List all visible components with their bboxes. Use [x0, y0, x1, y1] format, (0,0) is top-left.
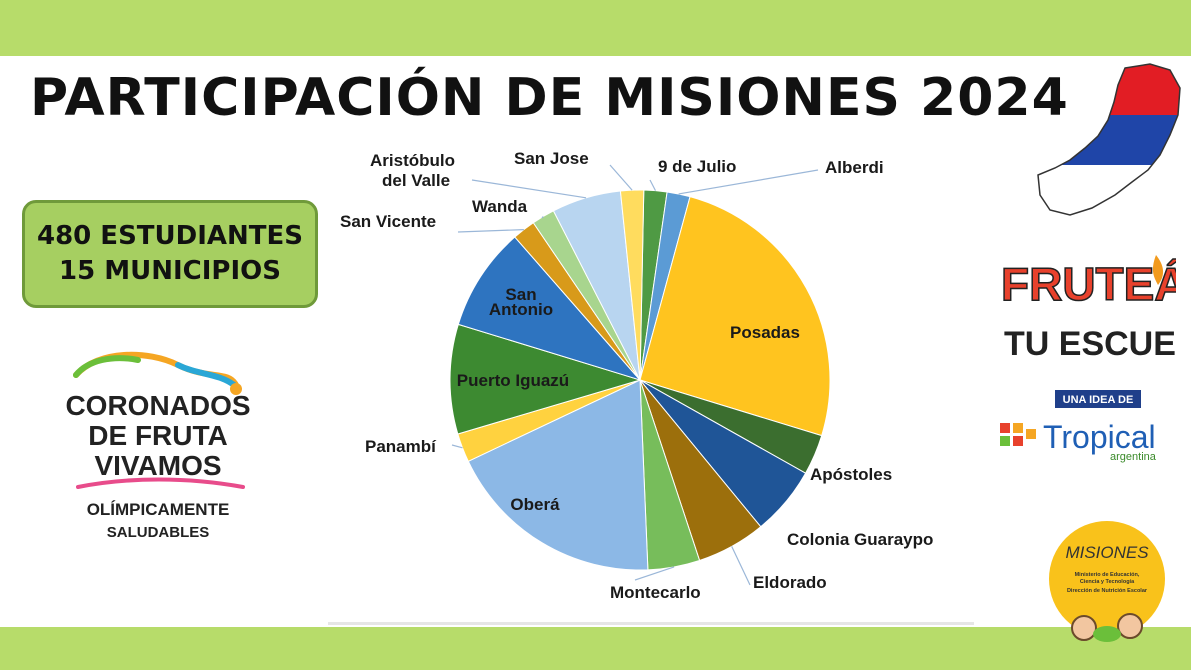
pie-slice	[449, 323, 642, 435]
slice-label: Eldorado	[753, 573, 827, 592]
pie-slice	[467, 379, 649, 571]
slice-label: Oberá	[510, 495, 560, 514]
page-title: PARTICIPACIÓN DE MISIONES 2024	[30, 68, 1069, 128]
child-face-icon	[1071, 615, 1097, 641]
leader-line	[541, 216, 544, 219]
leader-line	[609, 164, 633, 191]
slice-label: San Antonio	[489, 285, 553, 319]
slice-label: Colonia Guaraypo	[787, 530, 933, 549]
coronados-line-3: VIVAMOS	[94, 450, 221, 481]
slice-label: San Vicente	[340, 212, 436, 231]
slice-label: Alberdi	[825, 158, 884, 177]
frutea-title: FRUTEÁ	[1001, 258, 1176, 310]
child-face-icon	[1117, 613, 1143, 639]
coronados-line-1: CORONADOS	[65, 390, 250, 421]
chart-baseline	[328, 622, 974, 625]
slice-label: Montecarlo	[610, 583, 701, 602]
slice-label: Panambí	[365, 437, 437, 456]
slice-label: Puerto Iguazú	[457, 371, 569, 390]
coronados-line-4: OLÍMPICAMENTE	[87, 500, 230, 519]
misiones-line-2: Ciencia y Tecnología	[1080, 579, 1135, 585]
tropical-name: Tropical	[1043, 419, 1156, 455]
pie-slice	[619, 189, 645, 381]
coronados-logo: CORONADOS DE FRUTA VIVAMOS OLÍMPICAMENTE…	[65, 351, 251, 541]
frutea-logo: FRUTEÁ TU ESCUELA	[1000, 255, 1176, 363]
municipalities-count: 15 MUNICIPIOS	[59, 256, 281, 286]
misiones-line-3: Dirección de Nutrición Escolar	[1067, 588, 1148, 594]
slice-label: Wanda	[472, 197, 528, 216]
pie-slice	[639, 196, 831, 437]
stats-box: 480 ESTUDIANTES 15 MUNICIPIOS	[22, 200, 318, 308]
misiones-map-icon	[1037, 63, 1181, 216]
slice-label: Posadas	[730, 323, 800, 342]
leader-line	[471, 179, 587, 199]
students-count: 480 ESTUDIANTES	[36, 220, 304, 251]
tropical-logo: UNA IDEA DE Tropical argentina	[1000, 390, 1157, 463]
slice-label: Aristóbulo del Valle	[370, 151, 455, 190]
pie-slice	[457, 236, 642, 381]
leader-line	[731, 546, 751, 586]
misiones-name: MISIONES	[1065, 543, 1149, 562]
leader-line	[451, 444, 463, 449]
coronados-line-2: DE FRUTA	[88, 420, 227, 451]
frutea-subtitle: TU ESCUELA	[1004, 325, 1176, 363]
leader-line	[649, 179, 657, 191]
tropical-tagline: UNA IDEA DE	[1063, 394, 1134, 406]
bottom-band	[0, 627, 1191, 670]
slice-label: 9 de Julio	[658, 157, 736, 176]
torch-flame-icon	[1152, 255, 1164, 285]
leader-line	[457, 229, 524, 233]
leader-line	[678, 169, 819, 195]
pie-chart: 9 de Julio Alberdi Posadas Apóstoles Colonia…	[340, 149, 933, 602]
leader-line	[634, 566, 675, 581]
coronados-line-5: SALUDABLES	[107, 524, 210, 541]
tropical-sub: argentina	[1110, 451, 1157, 463]
misiones-line-1: Ministerio de Educación,	[1075, 572, 1140, 578]
misiones-logo: MISIONES Ministerio de Educación, Cienci…	[1049, 521, 1165, 642]
top-band	[0, 0, 1191, 56]
slice-label: San Jose	[514, 149, 589, 168]
fruit-plate-icon	[1093, 626, 1121, 642]
slice-label: Apóstoles	[810, 465, 892, 484]
